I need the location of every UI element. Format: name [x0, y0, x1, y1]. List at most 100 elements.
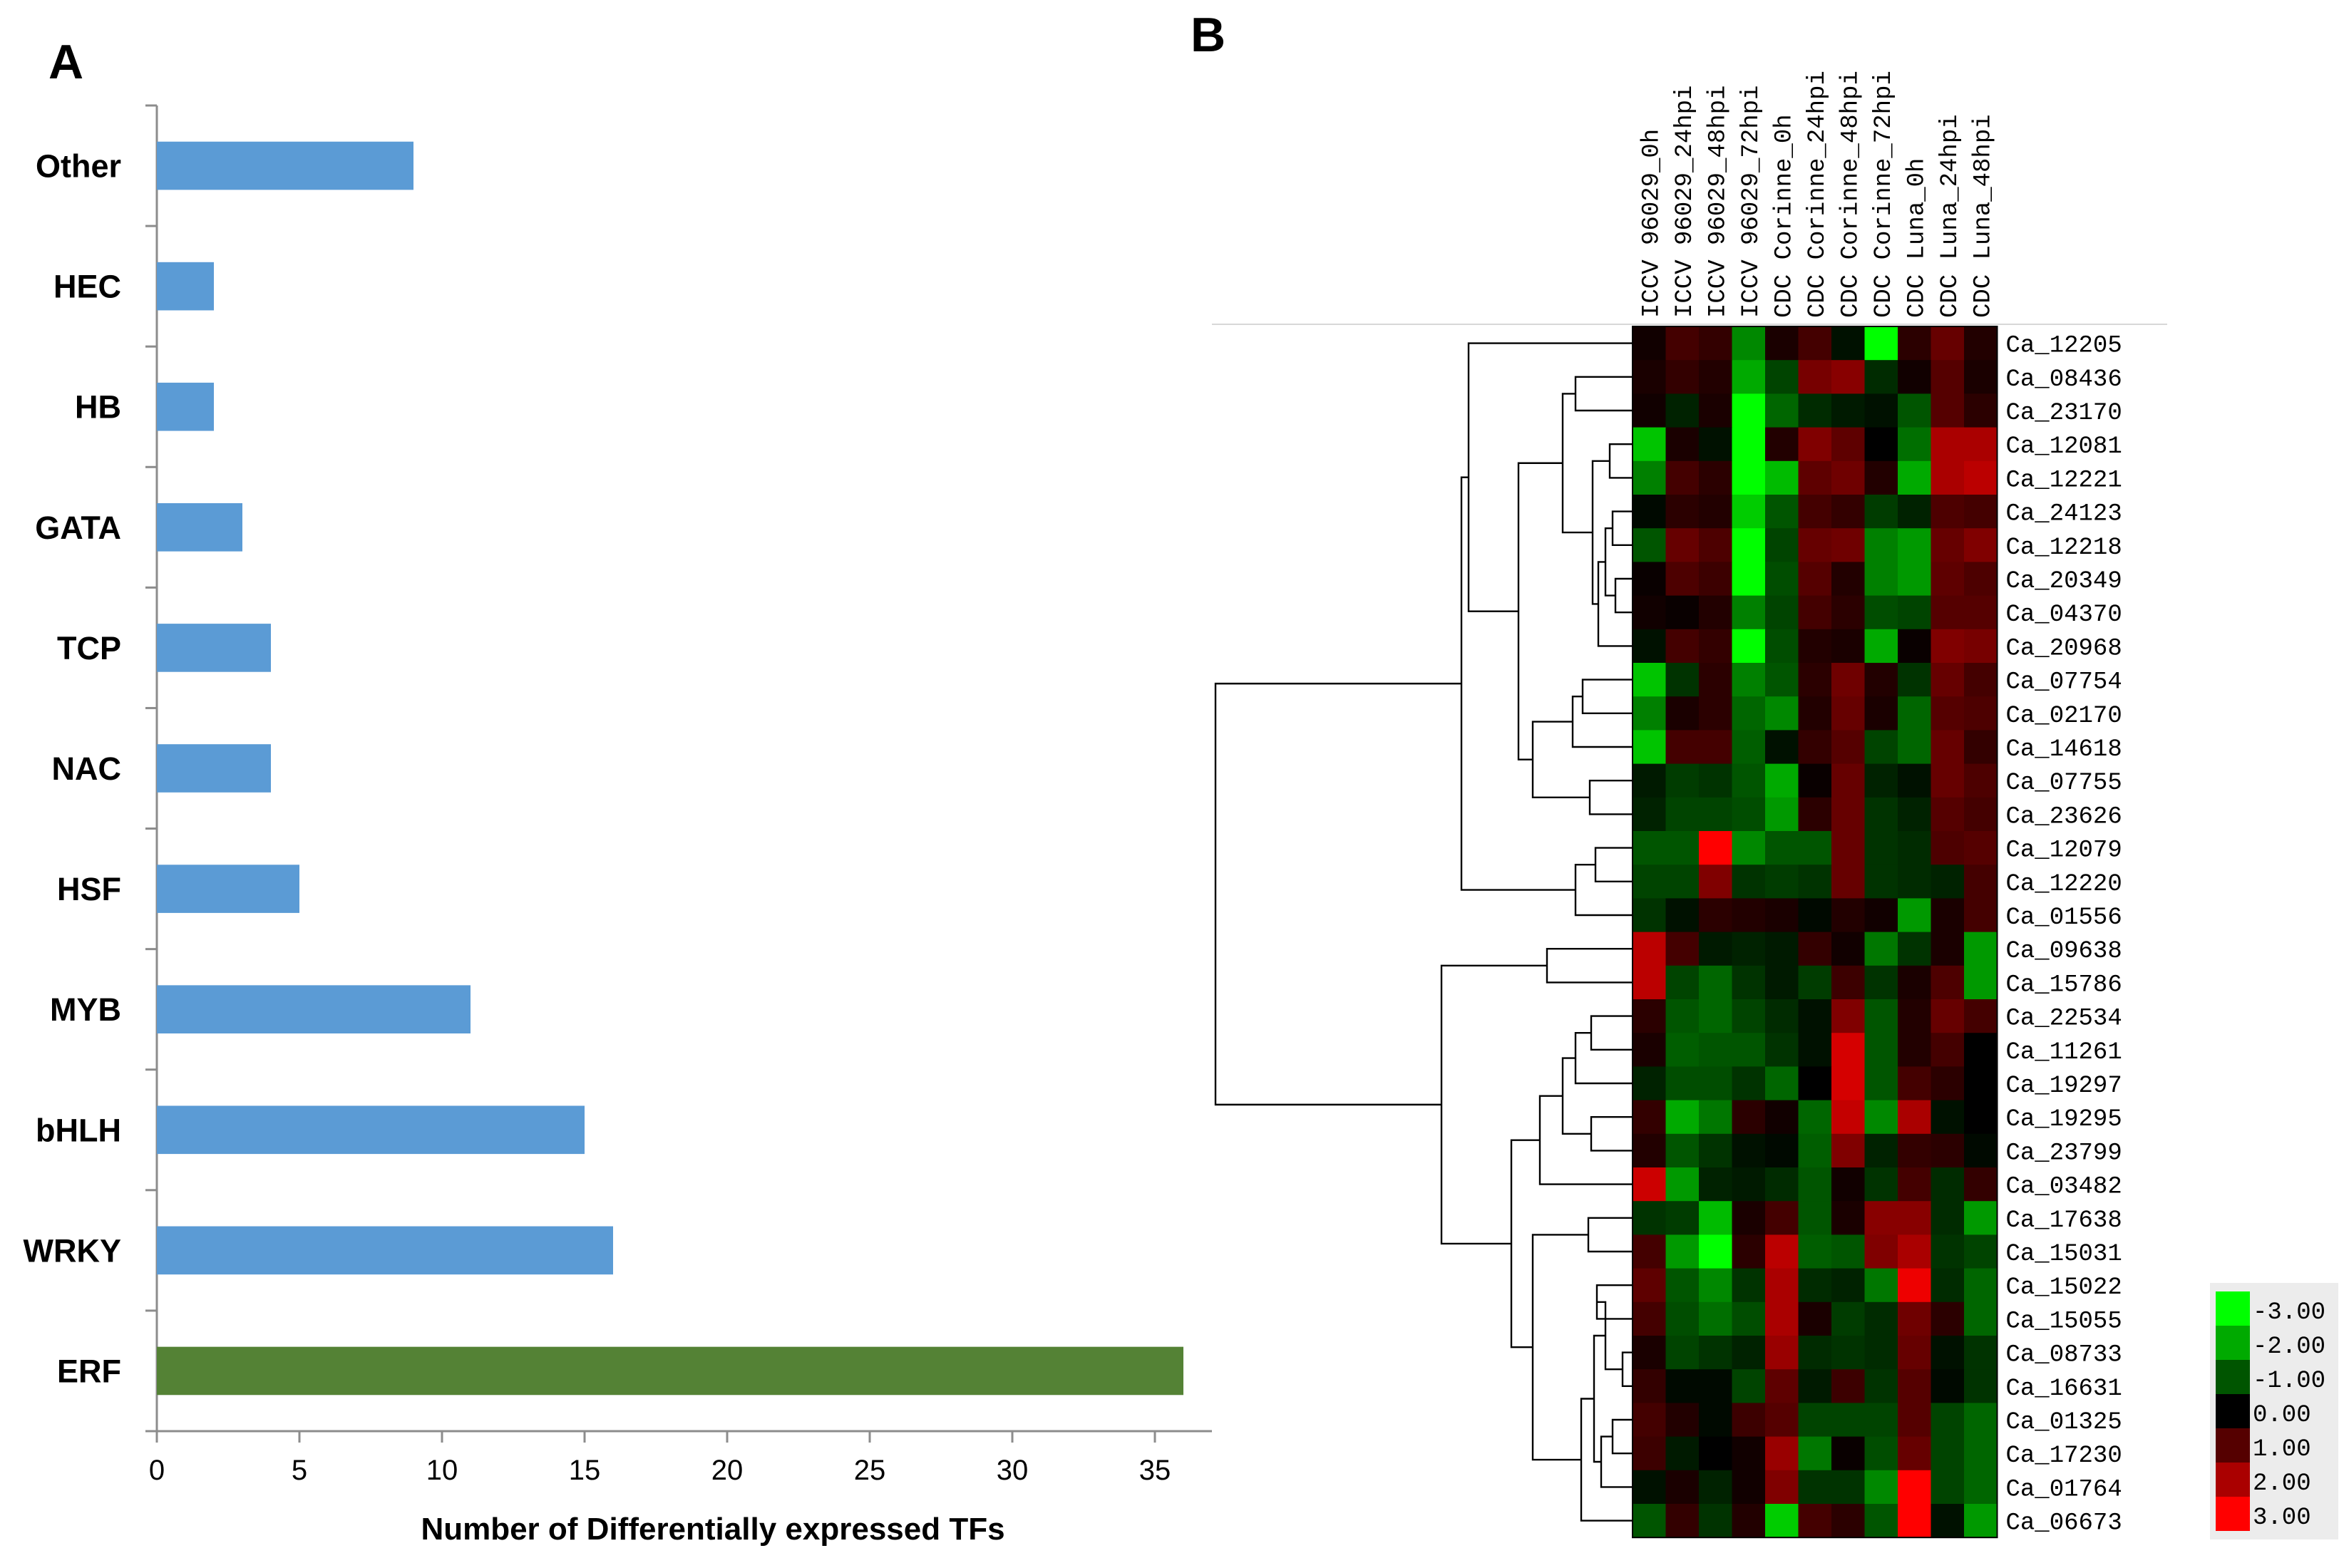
heatmap-chart: ICCV 96029_0h ICCV 96029_24hpi ICCV 96029_…	[1212, 71, 2338, 1539]
heatmap-cell	[1931, 629, 1965, 664]
column-label: CDC Corinne_48hpi	[1837, 71, 1864, 318]
heatmap-cell	[1931, 1133, 1965, 1168]
heatmap-cell	[1665, 1403, 1700, 1438]
bar-hb	[157, 382, 214, 431]
heatmap-cell	[1931, 932, 1965, 966]
heatmap-cell	[1864, 797, 1898, 832]
legend-swatch	[2216, 1428, 2250, 1463]
heatmap-cell	[1831, 1336, 1866, 1370]
heatmap-cell	[1898, 1436, 1932, 1471]
heatmap-cell	[1831, 495, 1866, 529]
heatmap-cell	[1732, 427, 1766, 462]
x-tick-label: 0	[149, 1455, 165, 1486]
heatmap-cell	[1633, 1504, 1667, 1538]
row-label: Ca_23170	[2006, 400, 2122, 427]
heatmap-cell	[1765, 1100, 1799, 1135]
heatmap-cell	[1699, 1201, 1733, 1235]
heatmap-cell	[1898, 629, 1932, 664]
heatmap-cell	[1964, 528, 1998, 562]
dendrogram-branch	[1561, 1057, 1591, 1135]
heatmap-cell	[1864, 898, 1898, 933]
heatmap-cell	[1898, 932, 1932, 966]
dendrogram-branch	[1546, 948, 1633, 984]
category-label-gata: GATA	[35, 510, 121, 546]
dendrogram-branch	[1561, 393, 1593, 534]
heatmap-cell	[1699, 1133, 1733, 1168]
heatmap-cell	[1699, 898, 1733, 933]
heatmap-cell	[1864, 1100, 1898, 1135]
heatmap-cell	[1732, 965, 1766, 1000]
heatmap-cell	[1898, 965, 1932, 1000]
heatmap-cell	[1864, 360, 1898, 394]
heatmap-cell	[1699, 1504, 1733, 1538]
heatmap-cell	[1831, 562, 1866, 597]
heatmap-cell	[1831, 360, 1866, 394]
legend-label: -2.00	[2253, 1334, 2325, 1361]
heatmap-cell	[1699, 360, 1733, 394]
heatmap-cell	[1732, 1301, 1766, 1336]
heatmap-cell	[1633, 663, 1667, 697]
row-label: Ca_06673	[2006, 1510, 2122, 1537]
row-label: Ca_15786	[2006, 971, 2122, 999]
heatmap-cell	[1732, 629, 1766, 664]
heatmap-cell	[1898, 360, 1932, 394]
bar-wrky	[157, 1226, 613, 1275]
row-label: Ca_08436	[2006, 366, 2122, 393]
bar-tcp	[157, 624, 271, 672]
heatmap-cell	[1732, 595, 1766, 630]
heatmap-cell	[1765, 1470, 1799, 1505]
heatmap-cell	[1765, 1167, 1799, 1202]
heatmap-cell	[1931, 562, 1965, 597]
row-label: Ca_15022	[2006, 1274, 2122, 1301]
column-label: CDC Corinne_0h	[1771, 114, 1798, 318]
heatmap-cell	[1831, 1504, 1866, 1538]
heatmap-cell	[1633, 393, 1667, 428]
heatmap-cell	[1665, 629, 1700, 664]
column-label: ICCV 96029_0h	[1638, 129, 1665, 318]
heatmap-cell	[1898, 1100, 1932, 1135]
bar-hsf	[157, 865, 299, 913]
category-label-wrky: WRKY	[24, 1232, 121, 1269]
heatmap-cell	[1699, 763, 1733, 798]
bar-chart: Other HEC HB GATA TCP NAC HSF MYB bHLH WRKY ERF 0 5 1…	[24, 104, 1212, 1547]
heatmap-cell	[1831, 595, 1866, 630]
heatmap-cell	[1964, 1336, 1998, 1370]
heatmap-cell	[1864, 696, 1898, 731]
heatmap-cell	[1831, 1033, 1866, 1067]
heatmap-cell	[1898, 1504, 1932, 1538]
heatmap-cell	[1732, 898, 1766, 933]
heatmap-cell	[1798, 393, 1832, 428]
heatmap-cell	[1699, 1033, 1733, 1067]
row-label: Ca_12081	[2006, 433, 2122, 460]
heatmap-cell	[1732, 1403, 1766, 1438]
heatmap-cell	[1964, 696, 1998, 731]
heatmap-cell	[1964, 595, 1998, 630]
heatmap-cell	[1898, 326, 1932, 361]
row-label: Ca_11261	[2006, 1039, 2122, 1066]
heatmap-cell	[1798, 427, 1832, 462]
heatmap-cell	[1964, 1201, 1998, 1235]
heatmap-cell	[1699, 562, 1733, 597]
heatmap-cell	[1665, 495, 1700, 529]
heatmap-cell	[1798, 1066, 1832, 1101]
heatmap-cell	[1765, 562, 1799, 597]
category-label-nac: NAC	[52, 751, 122, 787]
heatmap-cell	[1864, 932, 1898, 966]
heatmap-cell	[1798, 360, 1832, 394]
heatmap-cell	[1864, 1066, 1898, 1101]
heatmap-cell	[1765, 427, 1799, 462]
row-label: Ca_15031	[2006, 1241, 2122, 1268]
dendrogram-branch	[1574, 376, 1633, 412]
heatmap-cell	[1964, 898, 1998, 933]
heatmap-cell	[1765, 528, 1799, 562]
panel-a-letter: A	[48, 35, 83, 89]
dendrogram-branch	[1594, 847, 1633, 882]
heatmap-cell	[1798, 528, 1832, 562]
heatmap-cell	[1831, 730, 1866, 765]
heatmap-cell	[1931, 427, 1965, 462]
heatmap-cell	[1798, 1100, 1832, 1135]
heatmap-cell	[1765, 1301, 1799, 1336]
heatmap-cell	[1898, 1268, 1932, 1303]
heatmap-cell	[1633, 460, 1667, 495]
